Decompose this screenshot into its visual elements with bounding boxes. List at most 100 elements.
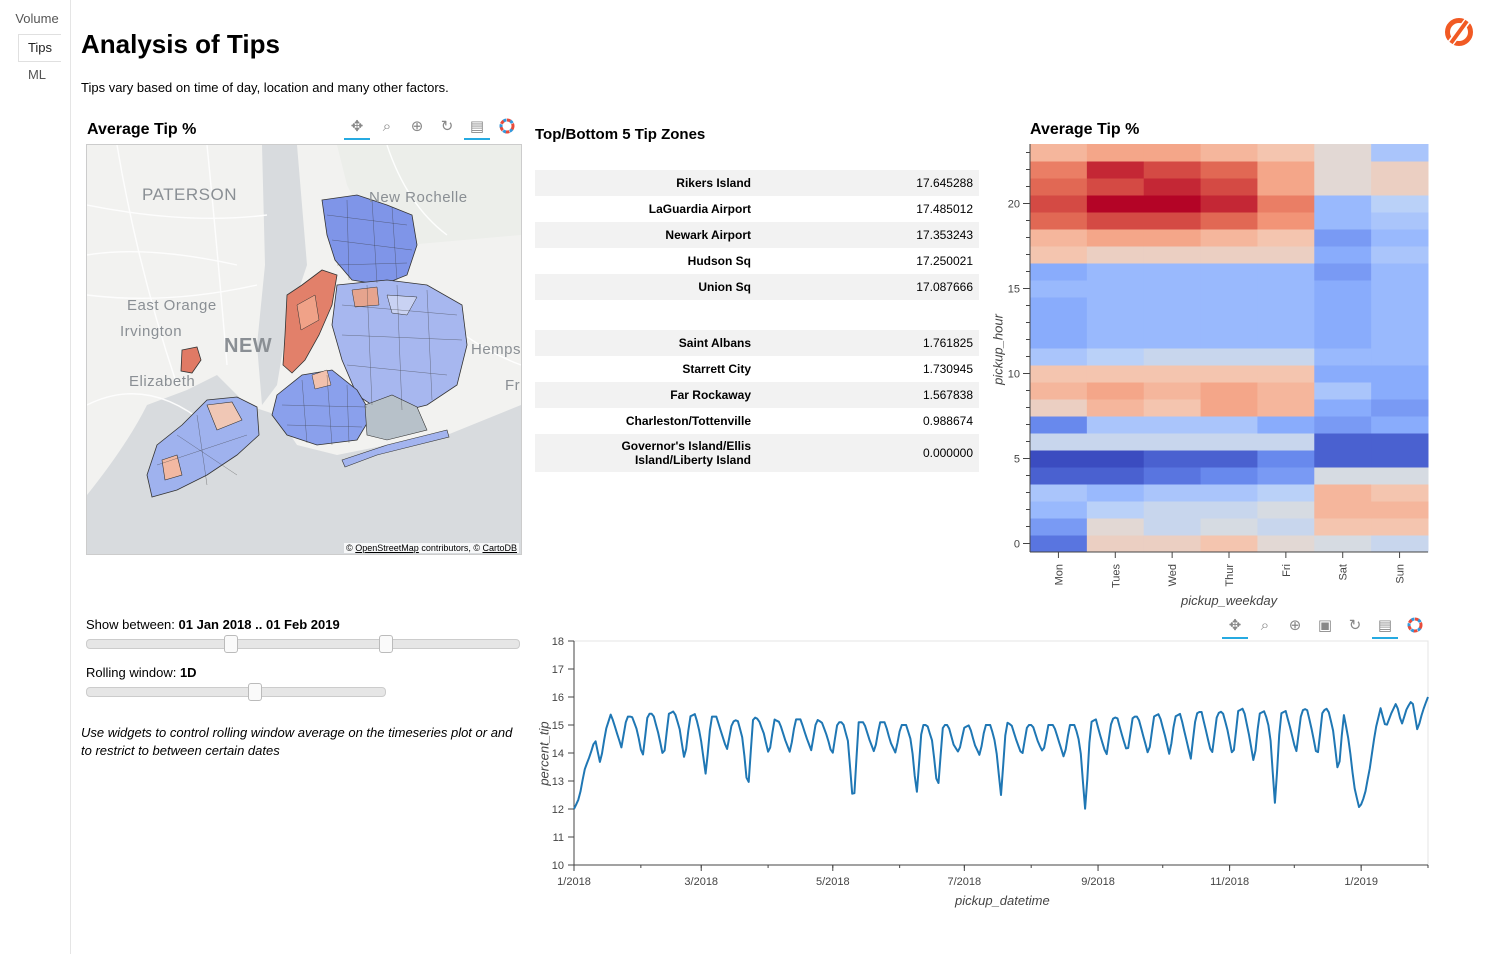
heatmap-cell (1314, 416, 1372, 434)
heatmap-y-tick-label: 0 (1014, 539, 1020, 551)
heatmap-cell (1371, 246, 1429, 264)
rolling-window-slider[interactable] (86, 683, 386, 701)
zone-name: Governor's Island/Ellis Island/Liberty I… (621, 439, 751, 467)
window-value: 1D (179, 665, 197, 680)
heatmap-cell (1371, 433, 1429, 451)
heatmap-cell (1143, 382, 1202, 400)
tab-volume[interactable]: Volume (15, 11, 59, 26)
pan-tool-icon[interactable]: ✥ (1222, 613, 1248, 639)
reset-tool-icon[interactable]: ↻ (440, 118, 454, 135)
heatmap-cell (1257, 467, 1315, 485)
tab-ml[interactable]: ML (27, 67, 47, 82)
heatmap-cell (1086, 501, 1145, 519)
heatmap-cell (1200, 331, 1258, 349)
heatmap-cell (1143, 178, 1202, 196)
bokeh-logo-icon[interactable] (494, 114, 520, 138)
heatmap-cell (1086, 399, 1145, 417)
heatmap-cell (1086, 416, 1145, 434)
heatmap-cell (1086, 365, 1145, 383)
heatmap-cell (1371, 484, 1429, 502)
x-tick-label: 1/2019 (1344, 876, 1378, 888)
heatmap-cell (1371, 382, 1429, 400)
openstreetmap-link[interactable]: OpenStreetMap (355, 543, 419, 553)
table-row: Union Sq 17.087666 (535, 274, 979, 300)
choropleth-map[interactable]: PATERSON New Rochelle East Orange Irving… (86, 144, 522, 555)
heatmap-cell (1200, 518, 1258, 536)
table-title: Top/Bottom 5 Tip Zones (535, 126, 706, 143)
heatmap-cell (1371, 450, 1429, 468)
heatmap-cell (1314, 195, 1372, 213)
heatmap-cell (1143, 144, 1202, 162)
heatmap-cell (1143, 348, 1202, 366)
page-title: Analysis of Tips (81, 29, 280, 59)
reset-tool-icon[interactable]: ↻ (1348, 617, 1362, 634)
table-row: Governor's Island/Ellis Island/Liberty I… (535, 434, 979, 472)
window-slider-handle[interactable] (247, 683, 262, 701)
heatmap-cell (1143, 535, 1202, 553)
bokeh-logo-icon[interactable] (1402, 613, 1428, 637)
heatmap-cell (1314, 297, 1372, 315)
map-label: NEW (224, 335, 273, 357)
heatmap-cell (1314, 484, 1372, 502)
heatmap-chart[interactable]: 0 5 10 15 20 Mon Tues Wed Thur Fri Sat Sun (990, 138, 1440, 613)
heatmap-cell (1143, 161, 1202, 179)
box-zoom-tool-icon[interactable]: ⌕ (1260, 616, 1270, 634)
map-label: New Rochelle (369, 189, 468, 206)
heatmap-cell (1371, 263, 1429, 281)
y-tick-label: 10 (552, 860, 564, 872)
heatmap-cell (1030, 382, 1088, 400)
timeseries-chart[interactable]: 10 11 12 13 14 15 16 17 18 1/2018 3/2018 5/2018 7/20… (530, 636, 1435, 894)
hover-tool-icon[interactable]: ▤ (464, 114, 490, 140)
wheel-zoom-tool-icon[interactable]: ⊕ (410, 118, 424, 135)
heatmap-cell (1257, 501, 1315, 519)
heatmap-cell (1086, 195, 1145, 213)
timeseries-xlabel: pickup_datetime (955, 893, 1050, 908)
heatmap-cell (1030, 178, 1088, 196)
box-zoom-tool-icon[interactable]: ⌕ (382, 117, 392, 135)
zone-name: Newark Airport (665, 228, 751, 242)
heatmap-cell (1200, 178, 1258, 196)
table-row: Newark Airport 17.353243 (535, 222, 979, 248)
heatmap-cell (1257, 314, 1315, 332)
heatmap-cell (1143, 297, 1202, 315)
heatmap-cell (1086, 314, 1145, 332)
heatmap-cell (1257, 450, 1315, 468)
heatmap-cell (1086, 348, 1145, 366)
heatmap-cell (1257, 433, 1315, 451)
heatmap-cell (1086, 467, 1145, 485)
x-tick-label: 7/2018 (948, 876, 982, 888)
pan-tool-icon[interactable]: ✥ (344, 114, 370, 140)
heatmap-y-tick-label: 10 (1008, 369, 1020, 381)
hover-tool-icon[interactable]: ▤ (1372, 613, 1398, 639)
heatmap-cell (1143, 314, 1202, 332)
cartodb-link[interactable]: CartoDB (482, 543, 517, 553)
heatmap-cell (1314, 280, 1372, 298)
wheel-zoom-tool-icon[interactable]: ⊕ (1288, 617, 1302, 634)
heatmap-x-tick-label: Sun (1395, 564, 1407, 584)
percent-tip-line (573, 696, 1429, 810)
heatmap-cell (1257, 348, 1315, 366)
range-slider-label: Show between: 01 Jan 2018 .. 01 Feb 2019 (86, 617, 340, 632)
heatmap-cell (1030, 229, 1088, 247)
heatmap-x-tick-label: Wed (1167, 564, 1179, 586)
range-slider-end-handle[interactable] (379, 635, 394, 653)
zone-name: Starrett City (682, 362, 751, 376)
heatmap-cell (1086, 144, 1145, 162)
heatmap-cell (1086, 382, 1145, 400)
heatmap-cell (1314, 433, 1372, 451)
heatmap-cell (1314, 212, 1372, 230)
range-slider-start-handle[interactable] (223, 635, 238, 653)
map-label: Irvington (120, 323, 183, 340)
table-row: Hudson Sq 17.250021 (535, 248, 979, 274)
heatmap-cell (1257, 535, 1315, 553)
tab-tips[interactable]: Tips (18, 34, 61, 62)
heatmap-cell (1086, 297, 1145, 315)
heatmap-cell (1086, 246, 1145, 264)
save-tool-icon[interactable]: ▣ (1317, 617, 1333, 634)
heatmap-cell (1030, 348, 1088, 366)
heatmap-cell (1314, 365, 1372, 383)
heatmap-cell (1314, 535, 1372, 553)
zone-value: 17.353243 (916, 228, 973, 242)
date-range-slider[interactable] (86, 635, 520, 653)
heatmap-cell (1314, 382, 1372, 400)
